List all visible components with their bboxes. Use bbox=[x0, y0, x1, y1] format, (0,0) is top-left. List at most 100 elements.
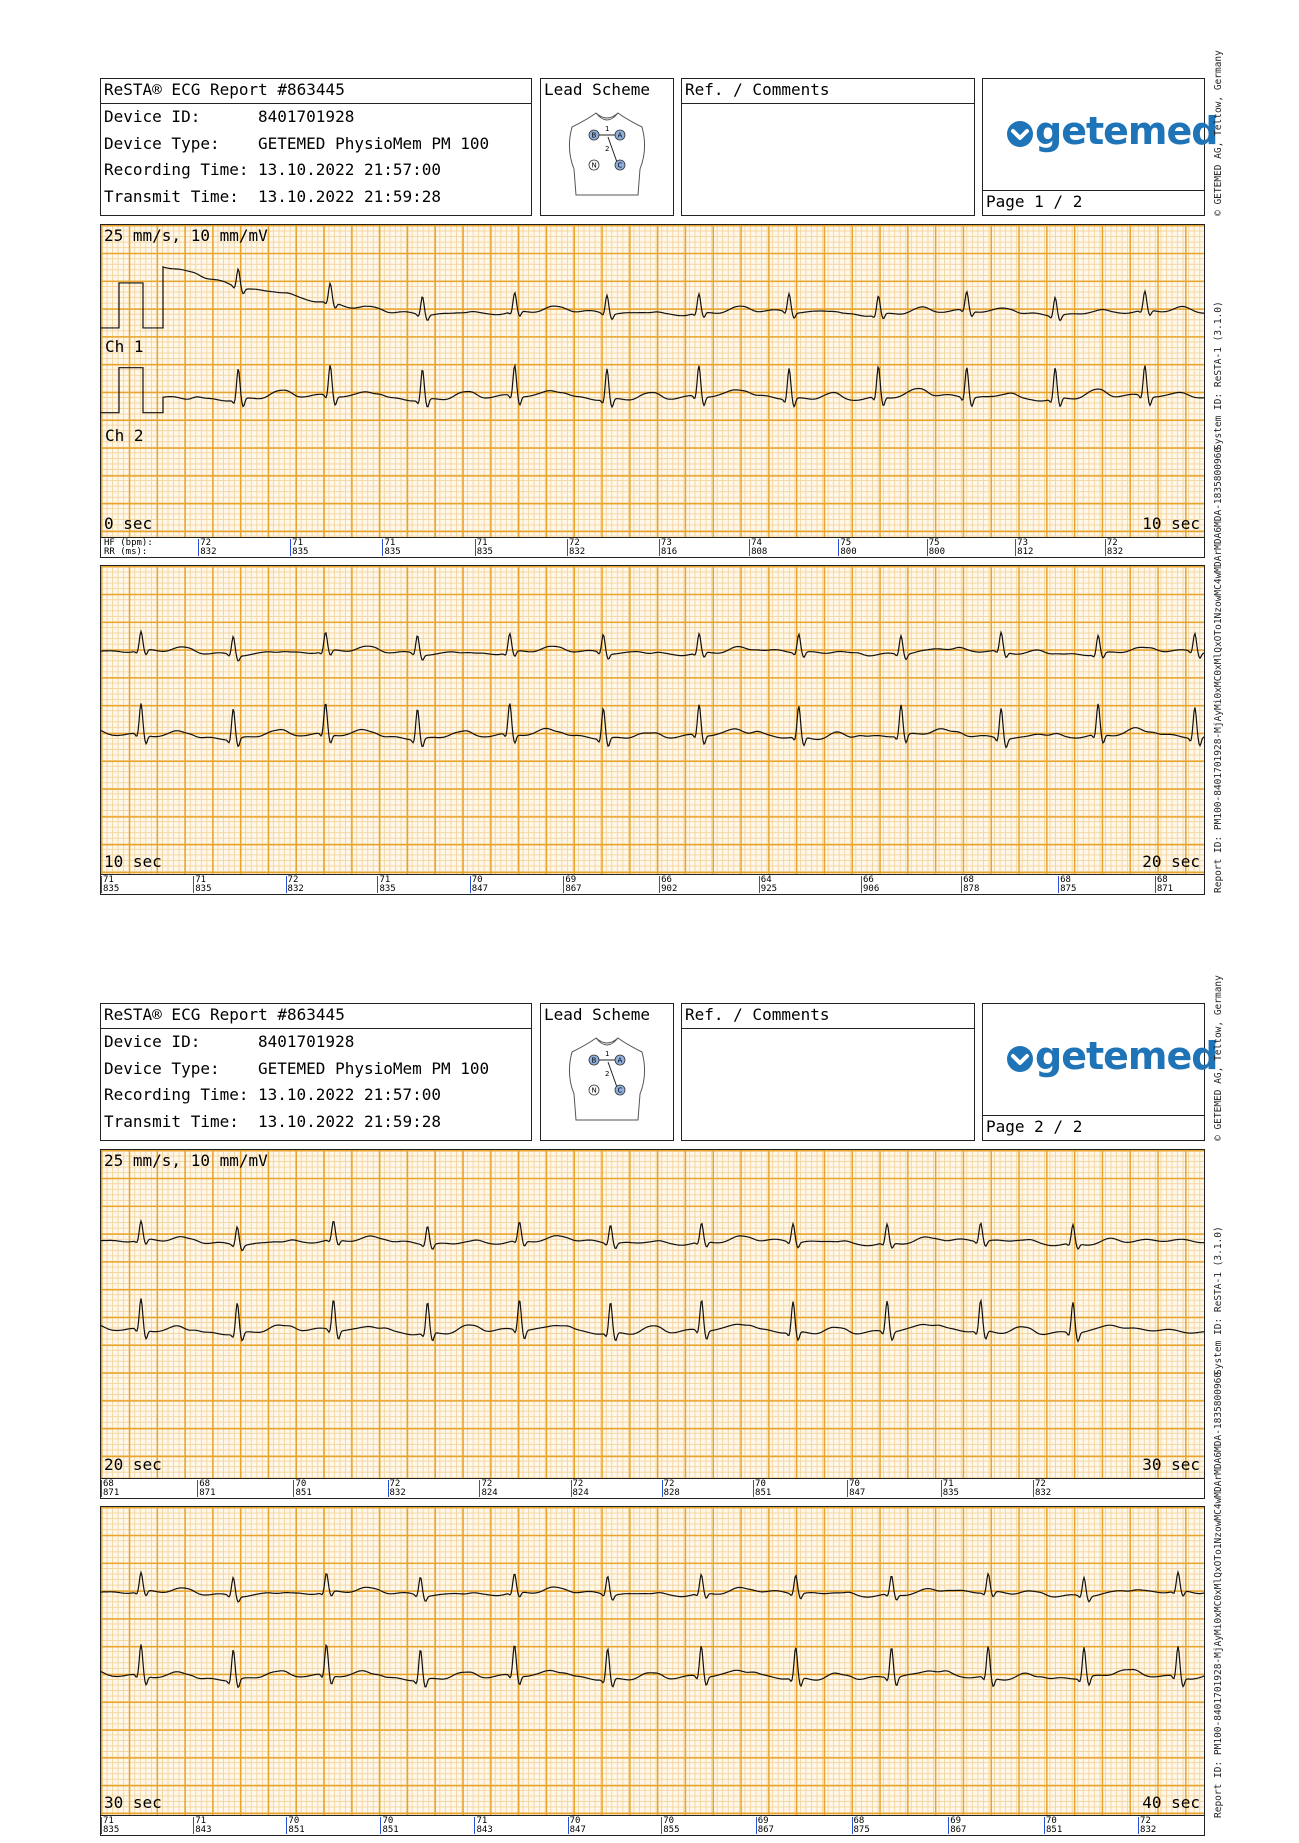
report-title: ReSTA® ECG Report #863445 bbox=[104, 1005, 345, 1024]
comments-box: Ref. / Comments bbox=[681, 78, 975, 216]
heart-rate-row: 71 835 71 843 70 851 70 851 71 843 70 847 70 855 69 867… bbox=[100, 1816, 1205, 1836]
device-id-value: 8401701928 bbox=[258, 1032, 355, 1051]
comments-label: Ref. / Comments bbox=[685, 1005, 830, 1024]
hr-entry: 72 832 bbox=[198, 538, 217, 557]
hr-entry: 68 878 bbox=[961, 875, 980, 894]
svg-text:A: A bbox=[618, 132, 623, 140]
hr-entry: 71 835 bbox=[382, 538, 401, 557]
lead-scheme-box: Lead Scheme B A N C 1 2 bbox=[540, 1003, 674, 1141]
side-report-id: Report ID: PM100-8401701928-MjAyMi0xMC0x… bbox=[1213, 446, 1224, 893]
hr-entry: 66 902 bbox=[659, 875, 678, 894]
hr-entry: 73 812 bbox=[1015, 538, 1034, 557]
ecg-strip-0-10s: 25 mm/s, 10 mm/mV Ch 1 Ch 2 0 sec 10 sec bbox=[100, 224, 1205, 538]
report-page-2: ReSTA® ECG Report #863445 Device ID: 840… bbox=[0, 925, 1299, 1843]
hr-entry: 69 867 bbox=[755, 1816, 774, 1835]
end-time-label: 30 sec bbox=[1142, 1455, 1200, 1474]
logo-box: getemed Page 1 / 2 bbox=[982, 78, 1218, 216]
svg-text:A: A bbox=[618, 1057, 623, 1065]
svg-text:B: B bbox=[592, 1057, 597, 1065]
hr-entry: 71 835 bbox=[474, 538, 493, 557]
torso-diagram: B A N C 1 2 bbox=[568, 1037, 646, 1121]
hr-entry: 64 925 bbox=[758, 875, 778, 894]
end-time-label: 10 sec bbox=[1142, 514, 1200, 533]
hr-entry: 72 832 bbox=[1032, 1479, 1052, 1498]
end-time-label: 40 sec bbox=[1142, 1793, 1200, 1812]
ecg-traces bbox=[101, 629, 1204, 749]
getemed-logo-icon bbox=[1007, 1046, 1033, 1072]
hr-entry: 70 847 bbox=[469, 875, 488, 894]
getemed-logo-icon bbox=[1007, 121, 1033, 147]
side-system-id: System ID: ReSTA-1 (3.1.0) bbox=[1213, 1226, 1224, 1375]
svg-text:2: 2 bbox=[605, 145, 609, 153]
ecg-trace-ch2 bbox=[101, 1298, 1204, 1343]
page-number: Page 1 / 2 bbox=[986, 192, 1083, 211]
hr-entry: 73 816 bbox=[658, 538, 678, 557]
transmit-time-value: 13.10.2022 21:59:28 bbox=[258, 187, 442, 206]
hr-entry: 66 906 bbox=[861, 875, 880, 894]
hr-entry: 68 875 bbox=[1058, 875, 1077, 894]
hr-legend: HF (bpm): RR (ms): bbox=[104, 538, 153, 557]
scale-label: 25 mm/s, 10 mm/mV bbox=[104, 226, 268, 245]
ecg-traces bbox=[101, 266, 1204, 414]
ecg-trace-ch1 bbox=[101, 266, 1204, 329]
svg-text:2: 2 bbox=[605, 1070, 609, 1078]
device-id-label: Device ID: bbox=[104, 107, 201, 126]
start-time-label: 30 sec bbox=[104, 1793, 162, 1812]
recording-time-label: Recording Time: bbox=[104, 1085, 249, 1104]
side-copyright: © GETEMED AG, Teltow, Germany bbox=[1213, 50, 1224, 216]
recording-time-value: 13.10.2022 21:57:00 bbox=[258, 160, 442, 179]
ecg-trace-ch2 bbox=[101, 1643, 1204, 1689]
device-type-value: GETEMED PhysioMem PM 100 bbox=[258, 1059, 490, 1078]
ecg-trace-ch1 bbox=[101, 629, 1204, 662]
lead-scheme-box: Lead Scheme B A N C 1 2 bbox=[540, 78, 674, 216]
svg-text:C: C bbox=[618, 162, 623, 170]
hr-entry: 72 824 bbox=[479, 1479, 498, 1498]
hr-entry: 70 851 bbox=[286, 1816, 305, 1835]
hr-entry: 75 800 bbox=[838, 538, 857, 557]
logo-text: getemed bbox=[1035, 1034, 1218, 1078]
device-type-label: Device Type: bbox=[104, 134, 220, 153]
svg-text:C: C bbox=[618, 1087, 623, 1095]
hr-entry: 71 835 bbox=[193, 875, 212, 894]
report-page-1: ReSTA® ECG Report #863445 Device ID: 840… bbox=[0, 0, 1299, 918]
end-time-label: 20 sec bbox=[1142, 852, 1200, 871]
hr-entry: 69 867 bbox=[563, 875, 582, 894]
hr-entry: 71 843 bbox=[193, 1816, 212, 1835]
header-info-box: ReSTA® ECG Report #863445 Device ID: 840… bbox=[100, 1003, 532, 1141]
hr-entry: 72 832 bbox=[387, 1479, 406, 1498]
svg-text:B: B bbox=[592, 132, 597, 140]
scale-label: 25 mm/s, 10 mm/mV bbox=[104, 1151, 268, 1170]
comments-box: Ref. / Comments bbox=[681, 1003, 975, 1141]
svg-text:N: N bbox=[592, 1087, 597, 1095]
lead-scheme-label: Lead Scheme bbox=[544, 80, 650, 99]
start-time-label: 0 sec bbox=[104, 514, 153, 533]
ecg-trace-ch2 bbox=[101, 363, 1204, 414]
recording-time-value: 13.10.2022 21:57:00 bbox=[258, 1085, 442, 1104]
logo-text: getemed bbox=[1035, 109, 1218, 153]
heart-rate-row: 68 871 68 871 70 851 72 832 72 824 72 824 72 828 70 851… bbox=[100, 1479, 1205, 1499]
side-copyright: © GETEMED AG, Teltow, Germany bbox=[1213, 975, 1224, 1141]
page-number: Page 2 / 2 bbox=[986, 1117, 1083, 1136]
svg-text:1: 1 bbox=[605, 125, 609, 133]
hr-entry: 72 832 bbox=[285, 875, 304, 894]
hr-entry: 70 847 bbox=[847, 1479, 866, 1498]
side-system-id: System ID: ReSTA-1 (3.1.0) bbox=[1213, 301, 1224, 450]
hr-entry: 68 875 bbox=[851, 1816, 870, 1835]
heart-rate-row: HF (bpm): RR (ms): 72 832 71 835 71 835 71 835 72 8… bbox=[100, 538, 1205, 558]
start-time-label: 20 sec bbox=[104, 1455, 162, 1474]
recording-time-label: Recording Time: bbox=[104, 160, 249, 179]
hr-entry: 70 855 bbox=[661, 1816, 680, 1835]
hr-entry: 71 843 bbox=[474, 1816, 493, 1835]
ecg-trace-ch2 bbox=[101, 703, 1204, 749]
device-id-value: 8401701928 bbox=[258, 107, 355, 126]
report-title: ReSTA® ECG Report #863445 bbox=[104, 80, 345, 99]
ecg-traces bbox=[101, 1218, 1204, 1343]
device-type-value: GETEMED PhysioMem PM 100 bbox=[258, 134, 490, 153]
hr-entry: 72 824 bbox=[570, 1479, 589, 1498]
lead-scheme-label: Lead Scheme bbox=[544, 1005, 650, 1024]
transmit-time-label: Transmit Time: bbox=[104, 187, 239, 206]
transmit-time-label: Transmit Time: bbox=[104, 1112, 239, 1131]
hr-entry: 68 871 bbox=[1154, 875, 1174, 894]
hr-entry: 69 867 bbox=[948, 1816, 967, 1835]
channel-1-label: Ch 1 bbox=[105, 337, 144, 356]
